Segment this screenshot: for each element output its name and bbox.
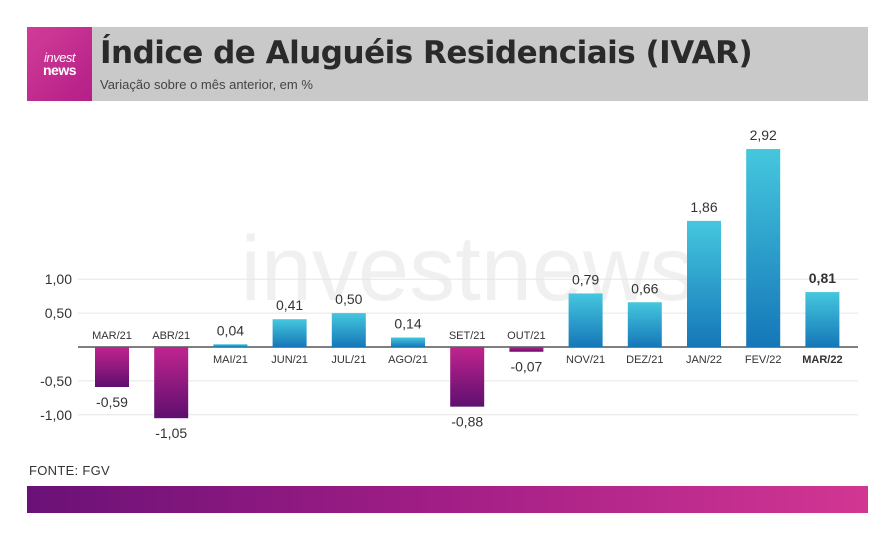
bar	[509, 347, 544, 352]
bar	[95, 347, 129, 388]
data-label: -1,05	[155, 425, 187, 441]
data-label: 0,41	[276, 297, 303, 313]
x-tick-label: AGO/21	[388, 354, 428, 366]
data-label: 0,81	[809, 270, 836, 286]
bar	[331, 313, 366, 347]
x-tick-label: MAI/21	[213, 354, 248, 366]
logo-line-1: invest	[44, 50, 75, 65]
data-label: 1,86	[690, 199, 717, 215]
data-label: -0,07	[510, 359, 542, 375]
bottom-gradient-bar	[27, 486, 868, 513]
y-tick-label: -0,50	[40, 373, 72, 389]
x-tick-label: OUT/21	[507, 330, 546, 342]
bar	[568, 293, 603, 347]
chart-subtitle: Variação sobre o mês anterior, em %	[100, 77, 313, 92]
bar	[627, 302, 662, 347]
data-label: -0,88	[451, 414, 483, 430]
bar	[746, 149, 781, 347]
x-tick-label: MAR/21	[92, 330, 132, 342]
data-label: 0,14	[394, 316, 421, 332]
bar-chart: investnews 1,00 0,50 -0,50 -1,00 MAR/21 -0,59…	[40, 127, 858, 441]
bar	[450, 347, 485, 407]
bar	[154, 347, 189, 419]
y-tick-label: -1,00	[40, 407, 72, 423]
x-tick-label: ABR/21	[152, 330, 190, 342]
x-tick-label: SET/21	[449, 330, 486, 342]
x-tick-label: JUN/21	[271, 354, 308, 366]
bar	[805, 292, 840, 347]
x-tick-label: JUL/21	[331, 354, 366, 366]
source-note: FONTE: FGV	[29, 463, 110, 478]
investnews-logo: invest news	[27, 27, 92, 101]
x-tick-label: JAN/22	[686, 354, 722, 366]
data-label: 0,66	[631, 280, 658, 296]
x-tick-label: MAR/22	[802, 354, 842, 366]
x-tick-label: FEV/22	[745, 354, 782, 366]
header-banner: invest news Índice de Aluguéis Residenci…	[27, 27, 868, 101]
data-label: -0,59	[96, 394, 128, 410]
watermark: investnews	[240, 218, 695, 320]
x-tick-label: NOV/21	[566, 354, 605, 366]
bars	[95, 149, 840, 419]
bar	[272, 319, 307, 347]
data-label: 2,92	[750, 127, 777, 143]
data-label: 0,50	[335, 291, 362, 307]
bar	[391, 337, 425, 347]
chart-title: Índice de Aluguéis Residenciais (IVAR)	[100, 35, 753, 71]
logo-line-2: news	[42, 62, 77, 78]
bar	[213, 344, 248, 347]
x-tick-label: DEZ/21	[626, 354, 663, 366]
y-tick-label: 0,50	[45, 305, 72, 321]
data-label: 0,04	[217, 322, 244, 338]
labels: 1,00 0,50 -0,50 -1,00 MAR/21 -0,59 ABR/21 -1,05…	[40, 127, 842, 441]
data-label: 0,79	[572, 271, 599, 287]
bar	[687, 220, 721, 347]
y-tick-label: 1,00	[45, 271, 72, 287]
